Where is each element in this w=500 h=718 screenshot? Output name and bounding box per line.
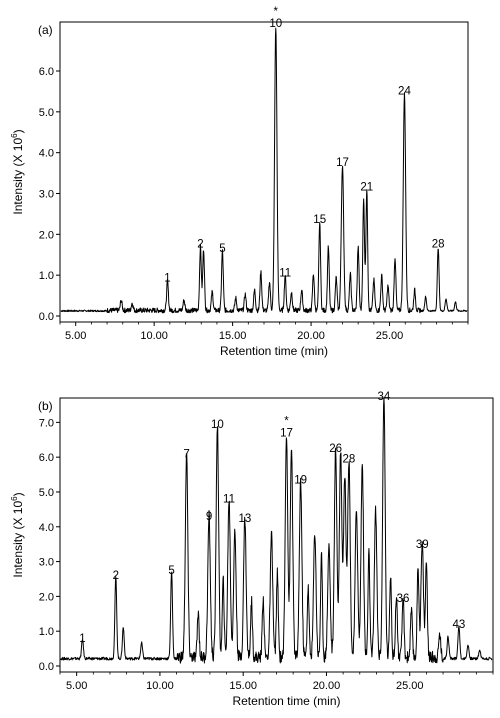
peak-label: 39 <box>416 539 429 551</box>
x-tick-label: 20.00 <box>313 680 341 692</box>
peak-label: 5 <box>168 565 174 577</box>
peak-label: 10 <box>211 419 224 431</box>
y-tick-label: 7.0 <box>39 417 54 429</box>
y-axis-title: Intensity (X 106) <box>10 492 25 577</box>
y-axis-title-exponent: 6 <box>10 496 19 501</box>
peak-label: 11 <box>279 267 291 279</box>
panel-label: (a) <box>38 23 53 37</box>
peak-label: 1 <box>164 273 170 285</box>
x-tick-label: 15.00 <box>229 680 257 692</box>
peak-label: 34 <box>378 391 391 403</box>
x-tick-label: 10.00 <box>140 330 168 342</box>
y-tick-label: 3.0 <box>39 557 54 569</box>
peak-label: 17 <box>280 428 293 440</box>
peak-label: 2 <box>197 239 203 251</box>
y-axis-title-end: ) <box>11 129 25 133</box>
peak-label: 21 <box>360 182 373 194</box>
y-tick-label: 3.0 <box>39 189 54 201</box>
y-tick-label: 4.0 <box>39 148 54 160</box>
chromatogram-panel-b: (b) 5.00 10.00 15.00 20.00 25.00 0.0 1.0 2.0 3.0 4… <box>10 391 494 708</box>
peak-label: 10 <box>269 18 282 30</box>
x-tick-label: 10.00 <box>146 680 174 692</box>
peak-label: 28 <box>432 239 445 251</box>
y-tick-label: 0.0 <box>39 661 54 673</box>
y-tick-label: 5.0 <box>39 487 54 499</box>
peak-label: 28 <box>343 454 356 466</box>
peak-label: 43 <box>452 619 465 631</box>
peak-label: 17 <box>336 157 349 169</box>
x-axis-title: Retention time (min) <box>232 694 340 708</box>
y-tick-label: 6.0 <box>39 452 54 464</box>
peak-label: 7 <box>183 448 189 460</box>
y-tick-label: 5.0 <box>39 107 54 119</box>
x-axis-title: Retention time (min) <box>220 344 328 358</box>
peak-label: 13 <box>238 513 251 525</box>
y-axis-title-exponent: 6 <box>10 133 19 138</box>
peak-label: 15 <box>313 214 326 226</box>
y-axis-title: Intensity (X 106) <box>10 129 25 214</box>
reference-peak-star: * <box>284 416 289 428</box>
peak-label: 24 <box>398 86 411 98</box>
panel-label: (b) <box>38 399 53 413</box>
y-tick-label: 1.0 <box>39 270 54 282</box>
y-tick-label: 2.0 <box>39 229 54 241</box>
peak-label: 5 <box>219 243 225 255</box>
x-tick-label: 5.00 <box>65 330 86 342</box>
peak-label: 36 <box>397 593 410 605</box>
chromatogram-panel-a: (a) 5.00 10.00 15.00 20.00 25.00 0.0 1.0 2.0 3.0 4… <box>10 6 469 358</box>
peak-label: 9 <box>206 511 212 523</box>
y-axis-title-end: ) <box>11 492 25 496</box>
peak-label: 1 <box>79 633 85 645</box>
peak-label: 11 <box>223 494 235 506</box>
x-tick-label: 25.00 <box>396 680 424 692</box>
peak-label: 19 <box>294 474 307 486</box>
y-tick-label: 4.0 <box>39 522 54 534</box>
y-tick-label: 1.0 <box>39 626 54 638</box>
peak-label: 2 <box>113 570 119 582</box>
x-tick-label: 25.00 <box>376 330 404 342</box>
y-tick-label: 6.0 <box>39 66 54 78</box>
chromatogram-trace <box>60 27 468 314</box>
x-tick-label: 20.00 <box>297 330 325 342</box>
y-tick-label: 2.0 <box>39 591 54 603</box>
chromatogram-trace <box>60 397 493 664</box>
y-axis-title-main: Intensity (X 10 <box>11 138 25 215</box>
y-axis-title-main: Intensity (X 10 <box>11 501 25 578</box>
x-tick-label: 15.00 <box>219 330 247 342</box>
x-tick-label: 5.00 <box>66 680 87 692</box>
y-tick-label: 0.0 <box>39 311 54 323</box>
reference-peak-star: * <box>274 6 279 18</box>
peak-label: 26 <box>329 443 342 455</box>
